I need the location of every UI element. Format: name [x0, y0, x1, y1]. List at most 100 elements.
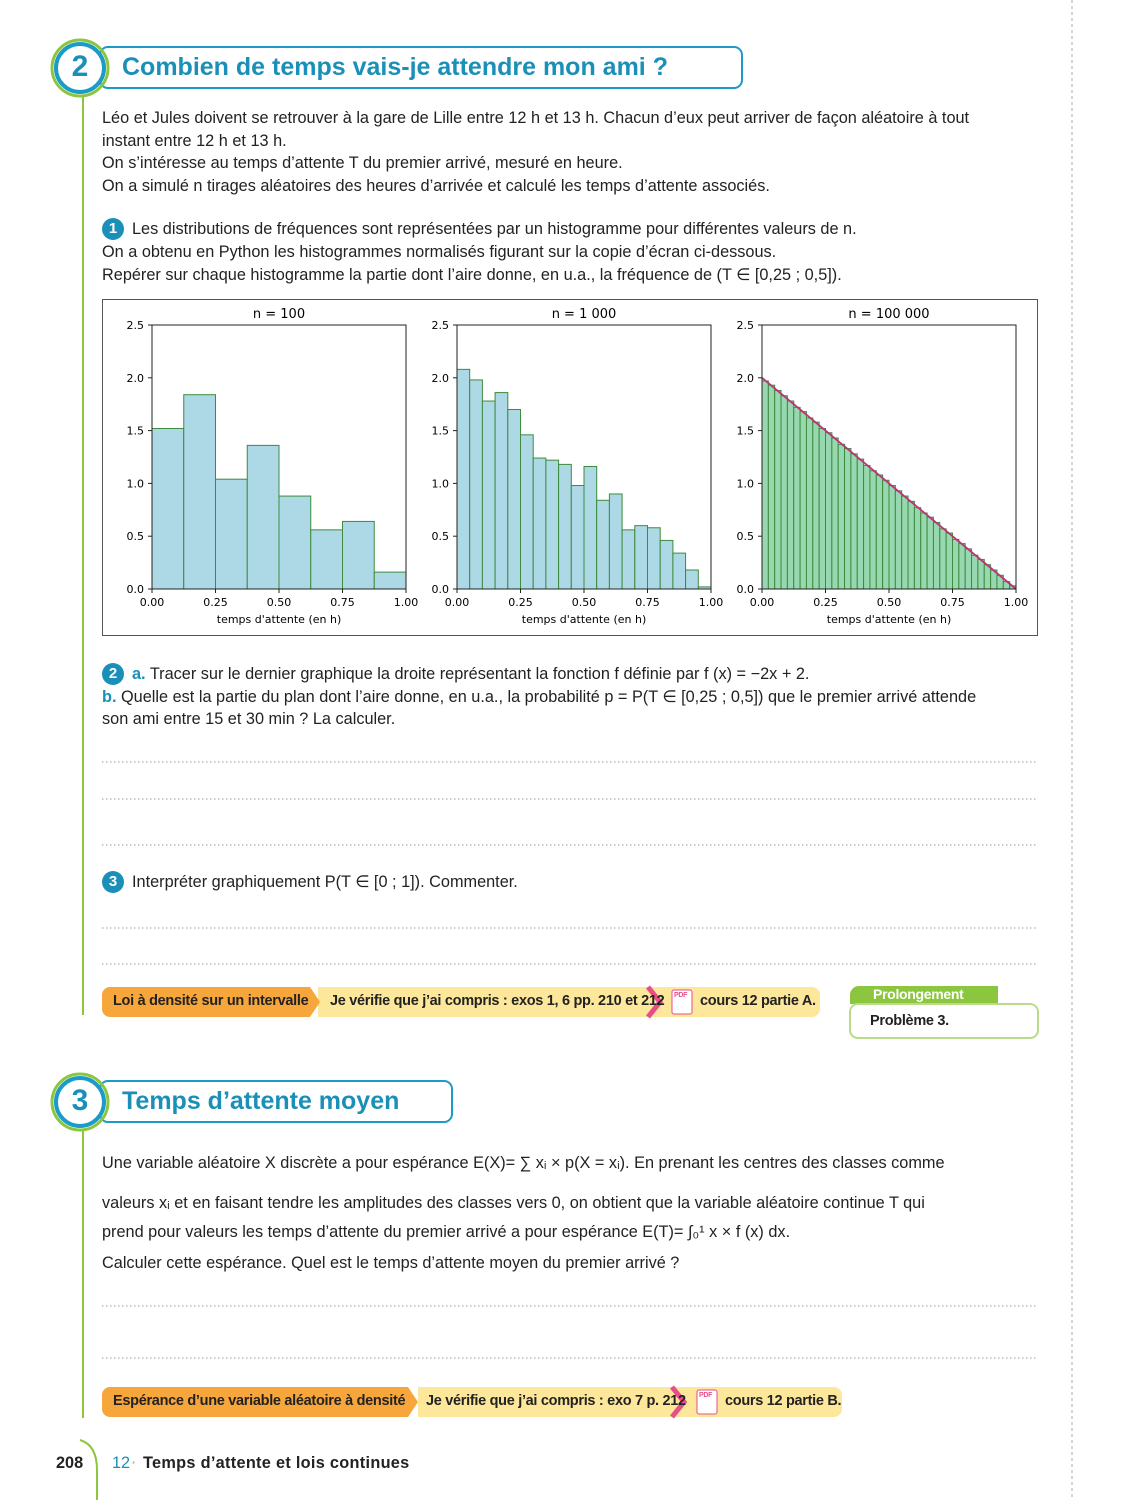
bar [583, 466, 598, 590]
text: Tracer sur le dernier graphique la droit… [149, 665, 810, 683]
bar [685, 569, 699, 590]
pdf-icon[interactable]: PDF [699, 1392, 713, 1399]
bar [875, 474, 884, 590]
bar [920, 512, 928, 590]
check-link[interactable]: Je vérifie que j’ai compris : exos 1, 6 … [330, 993, 665, 1009]
paragraph: Une variable aléatoire X discrète a pour… [102, 1154, 945, 1172]
bar [183, 394, 216, 590]
extension-label: Prolongement [873, 986, 964, 1002]
bar [837, 443, 846, 590]
x-tick-label: 0.25 [203, 596, 228, 609]
pdf-icon[interactable]: PDF [674, 992, 688, 999]
section-number: 2 [71, 50, 89, 83]
density-line [761, 377, 1017, 590]
question: Repérer sur chaque histogramme la partie… [102, 266, 842, 284]
y-tick-label: 0.5 [127, 530, 145, 543]
separator: · [131, 1453, 136, 1472]
x-axis-label: temps d'attente (en h) [217, 613, 342, 626]
question: Interpréter graphiquement P(T ∈ [0 ; 1])… [132, 873, 518, 891]
x-tick-label: 0.50 [267, 596, 292, 609]
question: b. Quelle est la partie du plan dont l’a… [102, 687, 976, 707]
extension-link[interactable]: Problème 3. [870, 1013, 949, 1029]
bar [907, 500, 915, 590]
question-number: 1 [108, 220, 118, 237]
y-tick-label: 0.0 [737, 583, 755, 596]
page-number: 208 [56, 1454, 84, 1472]
paragraph: On a simulé n tirages aléatoires des heu… [102, 177, 770, 195]
bar [634, 525, 648, 590]
bar [844, 448, 852, 590]
bar [799, 411, 807, 590]
bar [215, 478, 248, 590]
bar [786, 400, 795, 590]
paragraph: instant entre 12 h et 13 h. [102, 132, 287, 150]
paragraph: On s’intéresse au temps d’attente T du p… [102, 154, 623, 172]
bar [774, 389, 782, 590]
bar [856, 458, 865, 590]
bar [151, 427, 185, 590]
bar [818, 427, 827, 590]
section-title: Combien de temps vais-je attendre mon am… [122, 53, 668, 81]
bar [831, 437, 839, 590]
bar [558, 463, 572, 590]
bar [596, 499, 610, 590]
y-tick-label: 2.5 [127, 319, 145, 332]
check-link[interactable]: Je vérifie que j’ai compris : exo 7 p. 2… [426, 1393, 686, 1409]
bar [469, 379, 483, 590]
section-number: 3 [71, 1084, 89, 1117]
bar [342, 520, 375, 590]
question-number: 3 [108, 873, 118, 890]
bar [863, 464, 871, 590]
question: son ami entre 15 et 30 min ? La calculer… [102, 710, 396, 728]
y-tick-label: 0.0 [432, 583, 450, 596]
y-tick-label: 2.0 [432, 372, 450, 385]
bar [481, 400, 496, 590]
y-tick-label: 1.0 [127, 477, 145, 490]
bar [621, 529, 636, 590]
section-title: Temps d’attente moyen [122, 1087, 400, 1115]
x-tick-label: 0.25 [813, 596, 838, 609]
topic: Espérance d’une variable aléatoire à den… [113, 1393, 406, 1409]
bar [932, 521, 941, 590]
bar [894, 490, 903, 590]
bar [246, 444, 280, 590]
bar [672, 552, 687, 590]
label: a. [132, 665, 146, 683]
bar [570, 485, 585, 590]
bar [793, 406, 801, 590]
paragraph: prend pour valeurs les temps d’attente d… [102, 1223, 791, 1241]
y-tick-label: 1.5 [127, 425, 145, 438]
y-tick-label: 2.5 [432, 319, 450, 332]
y-tick-label: 2.5 [737, 319, 755, 332]
x-tick-label: 0.50 [572, 596, 597, 609]
bar [520, 434, 534, 590]
x-tick-label: 1.00 [1004, 596, 1029, 609]
question: a. Tracer sur le dernier graphique la dr… [132, 664, 809, 684]
bar [882, 479, 890, 590]
y-tick-label: 0.0 [127, 583, 145, 596]
bar [850, 453, 858, 590]
x-tick-label: 0.75 [330, 596, 355, 609]
course-link[interactable]: cours 12 partie B. [725, 1393, 842, 1409]
course-link[interactable]: cours 12 partie A. [700, 993, 816, 1009]
text: Quelle est la partie du plan dont l’aire… [121, 688, 977, 706]
x-tick-label: 1.00 [699, 596, 724, 609]
y-tick-label: 2.0 [127, 372, 145, 385]
paragraph: Léo et Jules doivent se retrouver à la g… [102, 109, 970, 127]
x-tick-label: 0.75 [635, 596, 660, 609]
bar [310, 529, 343, 590]
question: On a obtenu en Python les histogrammes n… [102, 243, 777, 261]
x-tick-label: 0.25 [508, 596, 533, 609]
y-tick-label: 1.5 [432, 425, 450, 438]
bar [608, 493, 623, 590]
bar [545, 459, 560, 590]
question-number: 2 [108, 665, 118, 682]
bar [373, 571, 407, 590]
bar [532, 457, 547, 590]
y-tick-label: 1.0 [737, 477, 755, 490]
bar [278, 495, 312, 590]
bar [888, 485, 896, 590]
x-tick-label: 0.50 [877, 596, 902, 609]
chart-panel: 0.00 0.25 0.50 0.75 1.00 0.0 0.5 1.0 1.5 2.0 2.5 n … [102, 299, 1038, 636]
